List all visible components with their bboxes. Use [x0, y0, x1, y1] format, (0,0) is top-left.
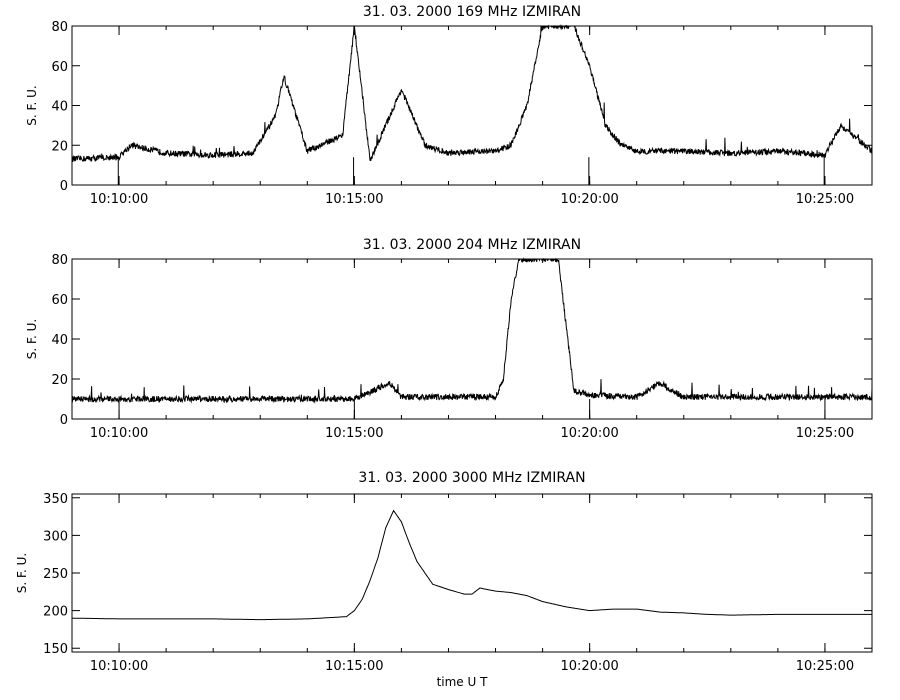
y-axis-label-0: S. F. U.: [25, 85, 39, 125]
y-tick-label-2: 200: [43, 605, 68, 620]
y-tick-label-2: 150: [43, 642, 68, 657]
y-tick-label-0: 60: [51, 60, 68, 75]
chart-title-0: 31. 03. 2000 169 MHz IZMIRAN: [363, 4, 581, 20]
plot-frame-2: [71, 493, 873, 653]
x-tick-label-0: 10:20:00: [560, 192, 618, 207]
y-tick-label-1: 60: [51, 293, 68, 308]
y-tick-label-0: 20: [51, 139, 68, 154]
x-tick-label-0: 10:25:00: [796, 192, 854, 207]
x-tick-label-2: 10:10:00: [90, 659, 148, 674]
y-axis-label-2: S. F. U.: [15, 553, 29, 593]
x-tick-label-1: 10:15:00: [325, 426, 383, 441]
x-tick-label-1: 10:20:00: [560, 426, 618, 441]
x-tick-label-1: 10:10:00: [90, 426, 148, 441]
x-tick-label-2: 10:25:00: [796, 659, 854, 674]
y-tick-label-1: 20: [51, 373, 68, 388]
x-axis-label-2: time U T: [437, 675, 489, 689]
y-tick-label-0: 80: [51, 20, 68, 35]
x-tick-label-0: 10:10:00: [90, 192, 148, 207]
y-tick-label-1: 0: [60, 413, 68, 428]
y-tick-label-1: 40: [51, 333, 68, 348]
y-tick-label-1: 80: [51, 253, 68, 268]
flux-trace-2: [71, 509, 872, 621]
flux-trace-0: [71, 24, 873, 163]
plot-frame-0: [71, 25, 873, 186]
flux-trace-1: [71, 257, 873, 404]
chart-title-2: 31. 03. 2000 3000 MHz IZMIRAN: [358, 470, 585, 486]
x-tick-label-1: 10:25:00: [796, 426, 854, 441]
y-tick-label-2: 350: [43, 492, 68, 507]
y-tick-label-0: 0: [60, 179, 68, 194]
y-tick-label-2: 250: [43, 567, 68, 582]
x-tick-label-2: 10:15:00: [325, 659, 383, 674]
chart-title-1: 31. 03. 2000 204 MHz IZMIRAN: [363, 237, 581, 253]
y-tick-label-2: 300: [43, 529, 68, 544]
x-tick-label-0: 10:15:00: [325, 192, 383, 207]
y-axis-label-1: S. F. U.: [25, 319, 39, 359]
x-tick-label-2: 10:20:00: [560, 659, 618, 674]
y-tick-label-0: 40: [51, 100, 68, 115]
